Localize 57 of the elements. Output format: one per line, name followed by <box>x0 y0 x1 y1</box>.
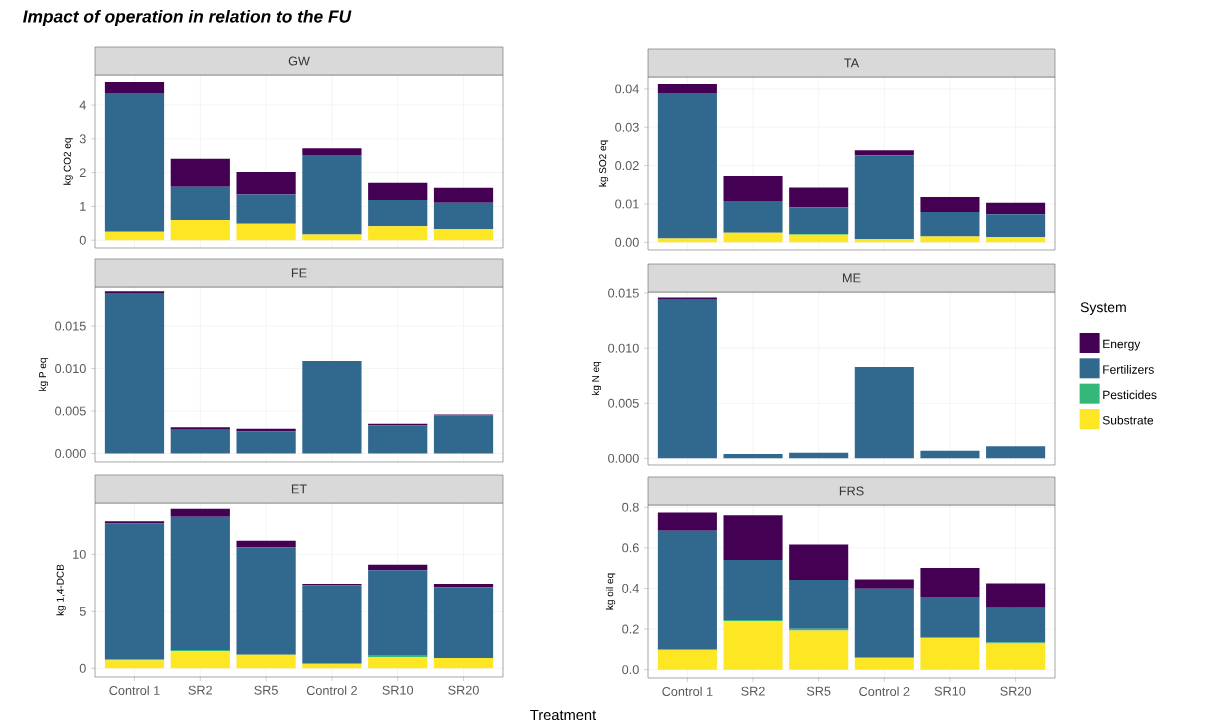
y-axis-title: kg P eq <box>38 358 49 391</box>
y-tick-label: 10 <box>73 549 86 559</box>
y-axis-title: kg oil eq <box>605 573 616 610</box>
y-axis-title: kg N eq <box>591 361 602 396</box>
x-tick-label: SR5 <box>254 685 278 695</box>
y-tick-label: 0 <box>79 235 86 245</box>
y-tick-label: 0.0 <box>622 665 639 675</box>
y-tick-label: 0.04 <box>615 84 639 94</box>
chart-title: ET <box>291 484 307 494</box>
y-tick-label: 0.010 <box>55 364 86 374</box>
y-tick-label: 3 <box>79 134 86 144</box>
y-tick-label: 0.2 <box>622 624 639 634</box>
x-tick-label: SR10 <box>382 685 414 695</box>
legend-label: Pesticides <box>1103 390 1157 400</box>
y-tick-label: 5 <box>79 606 86 616</box>
y-tick-label: 0.03 <box>615 122 639 132</box>
x-tick-label: SR2 <box>741 686 765 696</box>
x-tick-label: SR20 <box>1000 686 1031 696</box>
y-tick-label: 0.005 <box>608 398 639 408</box>
x-tick-label: Control 2 <box>859 686 910 696</box>
chart-title: GW <box>288 56 310 66</box>
x-tick-label: Control 1 <box>109 685 160 695</box>
legend-label: Substrate <box>1102 415 1154 425</box>
text: Impact of operation in relation to the FU <box>23 9 352 27</box>
chart-title: FE <box>291 268 307 278</box>
x-tick-label: SR20 <box>448 685 479 695</box>
y-tick-label: 0.8 <box>622 502 639 512</box>
x-tick-label: SR10 <box>934 686 966 696</box>
legend-label: Fertilizers <box>1103 364 1154 374</box>
chart-title: ME <box>843 273 861 283</box>
y-tick-label: 0.01 <box>615 199 639 209</box>
x-tick-label: SR2 <box>188 685 212 695</box>
x-tick-label: SR5 <box>806 686 831 696</box>
legend-label: Energy <box>1103 339 1141 351</box>
y-tick-label: 0.6 <box>622 543 639 553</box>
y-tick-label: 0.015 <box>608 288 639 298</box>
chart-title: FRS <box>839 486 864 496</box>
y-tick-label: 0.005 <box>55 406 86 416</box>
y-axis-title: kg 1,4-DCB <box>56 564 66 616</box>
y-tick-label: 2 <box>79 168 86 178</box>
x-tick-label: Control 2 <box>306 685 357 695</box>
y-tick-label: 0.000 <box>55 449 86 458</box>
y-tick-label: 4 <box>79 100 86 110</box>
legend-title: System <box>1080 302 1126 315</box>
y-tick-label: 0.000 <box>608 453 639 463</box>
y-tick-label: 0.010 <box>608 343 639 353</box>
y-tick-label: 0.02 <box>615 161 639 171</box>
x-tick-label: Control 1 <box>662 686 713 696</box>
y-tick-label: 0.00 <box>615 237 639 247</box>
y-tick-label: 1 <box>80 202 86 211</box>
y-axis-title: kg SO2 eq <box>598 140 609 187</box>
y-tick-label: 0.015 <box>55 321 86 331</box>
y-tick-label: 0.4 <box>622 583 639 593</box>
chart-title: TA <box>844 58 860 68</box>
y-tick-label: 0 <box>79 663 86 673</box>
x-axis-title: Treatment <box>530 709 597 721</box>
y-axis-title: kg CO2 eq <box>63 138 73 185</box>
